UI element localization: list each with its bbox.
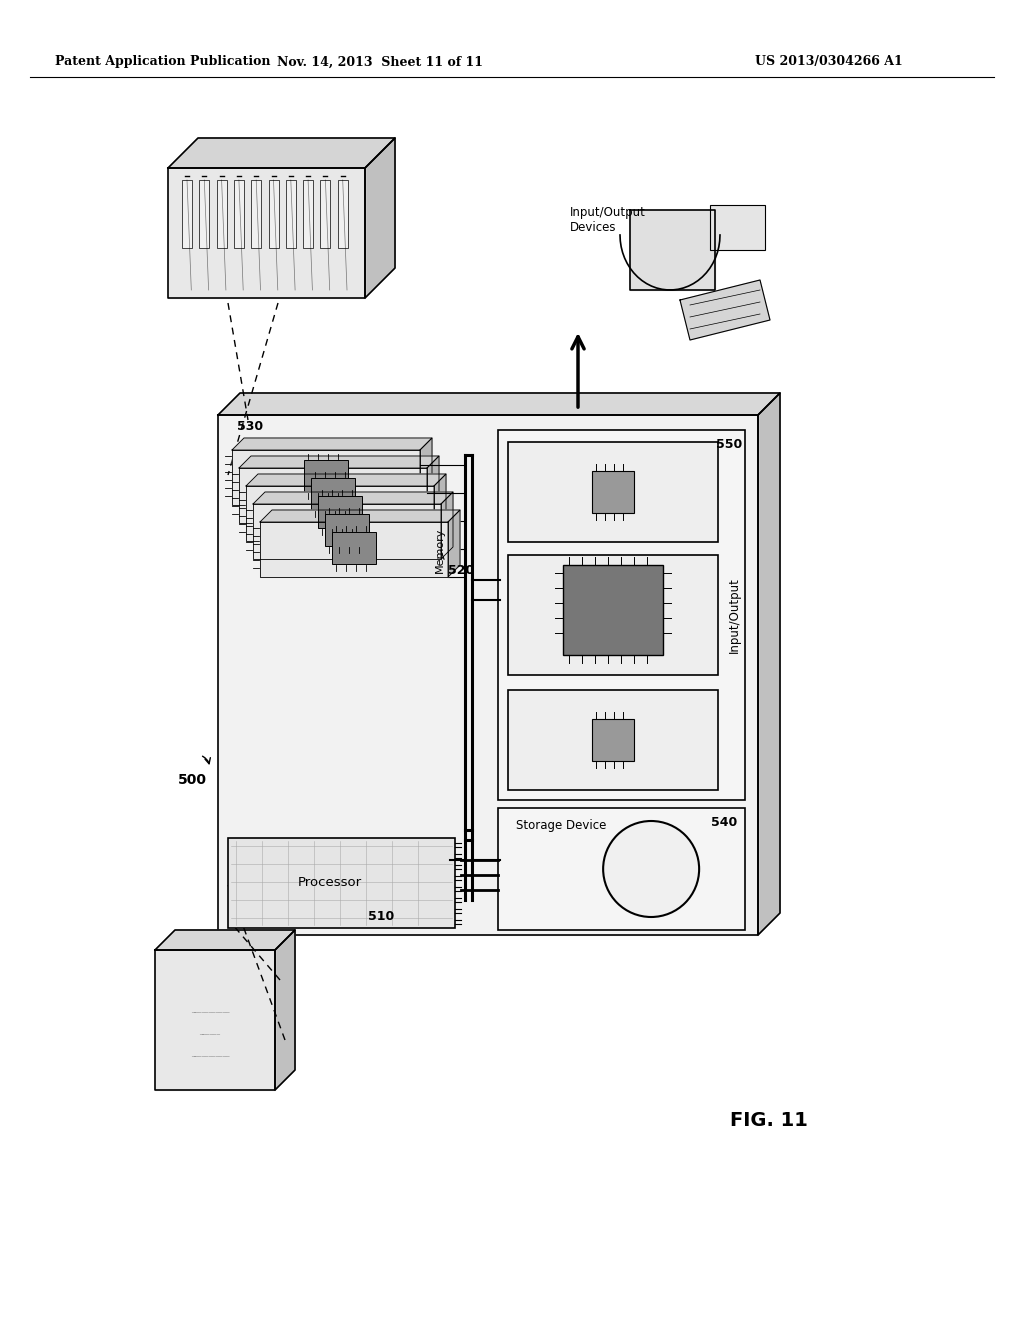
Polygon shape (449, 510, 460, 577)
Bar (251, 180, 261, 248)
Bar (233, 180, 244, 248)
Bar (303, 180, 313, 248)
Polygon shape (218, 393, 780, 414)
Polygon shape (427, 455, 439, 523)
Polygon shape (758, 393, 780, 935)
Bar (508, 690, 718, 789)
Text: 510: 510 (369, 909, 394, 923)
Bar (217, 180, 226, 248)
Polygon shape (630, 210, 715, 290)
Polygon shape (168, 139, 395, 168)
Polygon shape (232, 438, 432, 450)
Polygon shape (680, 280, 770, 341)
Bar (325, 513, 369, 546)
Text: 520: 520 (449, 564, 474, 577)
Text: 540: 540 (711, 817, 737, 829)
Bar (268, 180, 279, 248)
Text: ___________: ___________ (190, 1051, 229, 1057)
Bar (710, 205, 765, 249)
Bar (321, 180, 331, 248)
Text: Processor: Processor (297, 876, 361, 890)
Polygon shape (218, 414, 758, 935)
Polygon shape (168, 168, 365, 298)
Bar (563, 565, 663, 655)
Text: 550: 550 (716, 438, 742, 451)
Text: 530: 530 (237, 421, 263, 433)
Bar (498, 808, 745, 931)
Bar (311, 478, 355, 510)
Bar (508, 442, 718, 543)
Polygon shape (232, 450, 420, 506)
Text: ___________: ___________ (190, 1007, 229, 1012)
Bar (508, 554, 718, 675)
Text: Patent Application Publication: Patent Application Publication (55, 55, 270, 69)
Text: Input/Output: Input/Output (727, 577, 740, 653)
Polygon shape (260, 521, 449, 577)
Bar (318, 496, 362, 528)
Bar (286, 180, 296, 248)
Polygon shape (420, 438, 432, 506)
Bar (182, 180, 193, 248)
Polygon shape (434, 474, 446, 541)
Polygon shape (246, 486, 434, 541)
Text: ______: ______ (200, 1030, 220, 1035)
Polygon shape (260, 510, 460, 521)
Text: Memory: Memory (435, 527, 445, 573)
Text: Nov. 14, 2013  Sheet 11 of 11: Nov. 14, 2013 Sheet 11 of 11 (278, 55, 483, 69)
Text: US 2013/0304266 A1: US 2013/0304266 A1 (755, 55, 903, 69)
Polygon shape (441, 492, 453, 558)
Bar (228, 838, 455, 928)
Polygon shape (253, 504, 441, 558)
Text: Storage Device: Storage Device (516, 820, 606, 833)
Bar (338, 180, 348, 248)
Bar (592, 719, 634, 762)
Polygon shape (275, 931, 295, 1090)
Polygon shape (253, 492, 453, 504)
Text: 500: 500 (177, 774, 207, 787)
Polygon shape (239, 469, 427, 523)
Bar (304, 459, 348, 492)
Text: FIG. 11: FIG. 11 (730, 1110, 808, 1130)
Bar (592, 471, 634, 513)
Polygon shape (155, 950, 275, 1090)
Bar (200, 180, 209, 248)
Text: Input/Output
Devices: Input/Output Devices (570, 206, 646, 234)
Bar (332, 532, 376, 564)
Polygon shape (365, 139, 395, 298)
Polygon shape (239, 455, 439, 469)
Polygon shape (155, 931, 295, 950)
Bar (498, 430, 745, 800)
Circle shape (603, 821, 699, 917)
Polygon shape (246, 474, 446, 486)
